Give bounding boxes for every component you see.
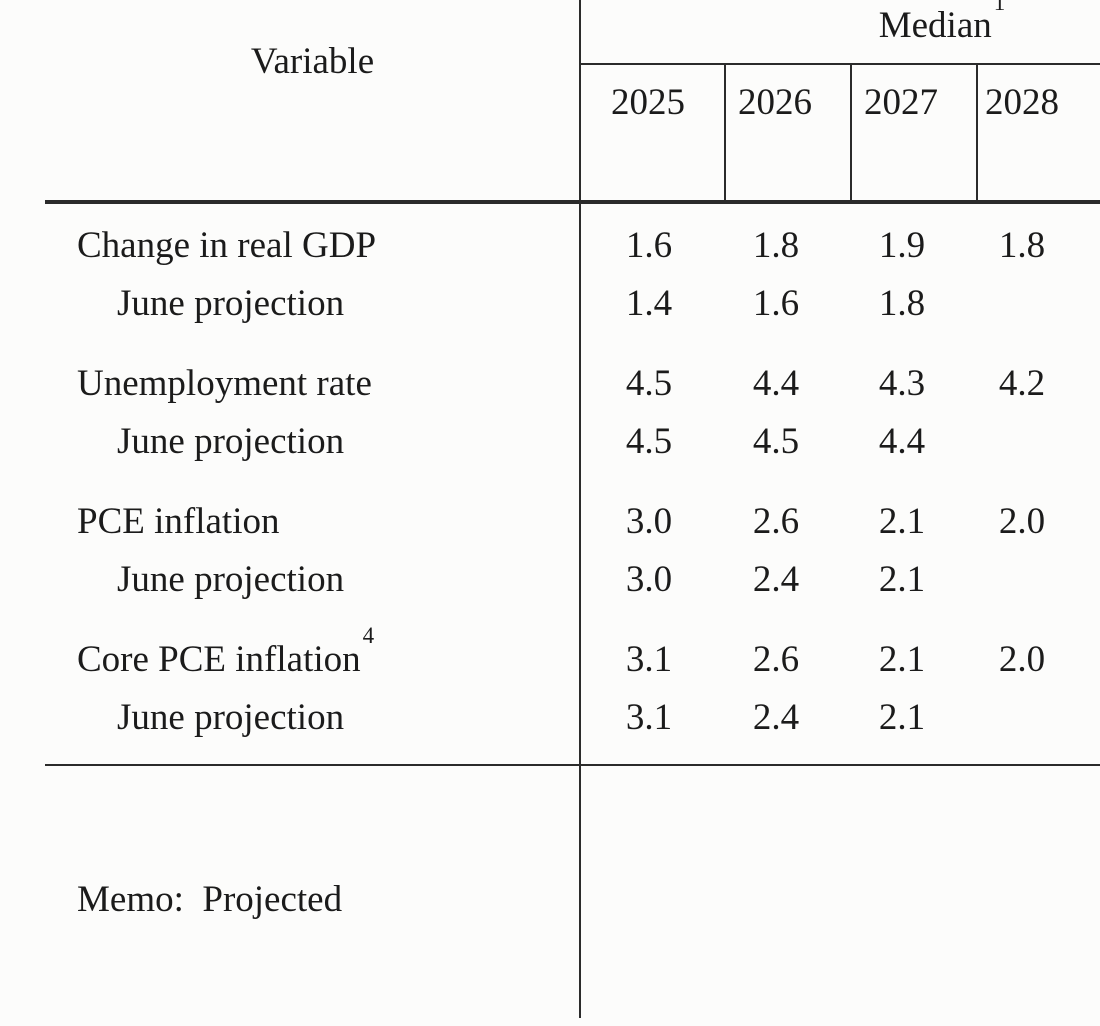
table-row-core-pce-june: June projection 3.1 2.4 2.1 [0,688,1100,746]
value-cell: 1.8 [878,282,926,324]
value-cell: 4.3 [878,362,926,404]
table-row-pce-june: June projection 3.0 2.4 2.1 [0,550,1100,608]
median-underline-rule [580,63,1100,65]
variable-column-header: Variable [250,41,375,82]
median-header: Median1 [878,0,1006,48]
value-cell: 2.4 [752,558,800,600]
row-label: Core PCE inflation4 [0,624,580,681]
year-header-2026: 2026 [726,65,852,202]
value-cell: 1.6 [625,224,673,266]
year-header-row: 2025 2026 2027 2028 [580,65,1100,202]
main-vertical-divider [579,0,581,1018]
median-footnote-superscript: 1 [993,0,1006,15]
value-cell: 4.5 [625,362,673,404]
value-cell: 2.6 [752,638,800,680]
table-row-gdp: Change in real GDP 1.6 1.8 1.9 1.8 [0,216,1100,274]
value-cell: 2.0 [998,500,1046,542]
value-cell: 2.6 [752,500,800,542]
row-label-superscript: 4 [362,623,375,649]
table-body: Change in real GDP 1.6 1.8 1.9 1.8 June … [0,206,1100,1026]
year-header-2025: 2025 [580,65,726,202]
table-row-core-pce: Core PCE inflation4 3.1 2.6 2.1 2.0 [0,624,1100,688]
median-label: Median [878,5,992,46]
memo-line-1: Memo: Projected [77,879,343,920]
value-cell: 3.1 [625,638,673,680]
header-bottom-rule [45,200,1100,204]
row-label: June projection [0,282,580,325]
value-cell: 1.8 [998,224,1046,266]
memo-section-rule [45,764,1100,766]
table-row-gdp-june: June projection 1.4 1.6 1.8 [0,274,1100,332]
row-label: Change in real GDP [0,224,580,267]
value-cell: 2.0 [998,638,1046,680]
row-label-text: June projection [117,558,345,600]
row-label-text: Core PCE inflation [77,638,361,680]
year-header-2027: 2027 [852,65,978,202]
value-cell: 2.1 [878,558,926,600]
value-cell: 1.4 [625,282,673,324]
table-row-pce: PCE inflation 3.0 2.6 2.1 2.0 [0,492,1100,550]
row-label: June projection [0,558,580,601]
row-label: Unemployment rate [0,362,580,405]
row-label-text: Unemployment rate [77,362,372,404]
value-cell: 4.4 [878,420,926,462]
row-label-text: June projection [117,282,345,324]
table-row-unemployment: Unemployment rate 4.5 4.4 4.3 4.2 [0,354,1100,412]
value-cell: 2.1 [878,638,926,680]
value-cell: 1.6 [752,282,800,324]
row-label-text: June projection [117,420,345,462]
value-cell: 3.0 [625,500,673,542]
value-cell: 3.1 [625,696,673,738]
value-cell: 4.4 [752,362,800,404]
row-label: June projection [0,696,580,739]
table-row-unemployment-june: June projection 4.5 4.5 4.4 [0,412,1100,470]
row-label: June projection [0,420,580,463]
value-cell: 4.5 [752,420,800,462]
value-cell: 1.9 [878,224,926,266]
row-label-text: June projection [117,696,345,738]
row-label-text: PCE inflation [77,500,280,542]
value-cell: 2.1 [878,500,926,542]
value-cell: 4.2 [998,362,1046,404]
row-label-text: Change in real GDP [77,224,377,266]
value-cell: 3.0 [625,558,673,600]
year-header-2028: 2028 [985,82,1059,123]
value-cell: 1.8 [752,224,800,266]
memo-block: Memo: Projected appropriate policy path [0,770,1100,1026]
value-cell: 4.5 [625,420,673,462]
value-cell: 2.1 [878,696,926,738]
row-label: PCE inflation [0,500,580,543]
value-cell: 2.4 [752,696,800,738]
